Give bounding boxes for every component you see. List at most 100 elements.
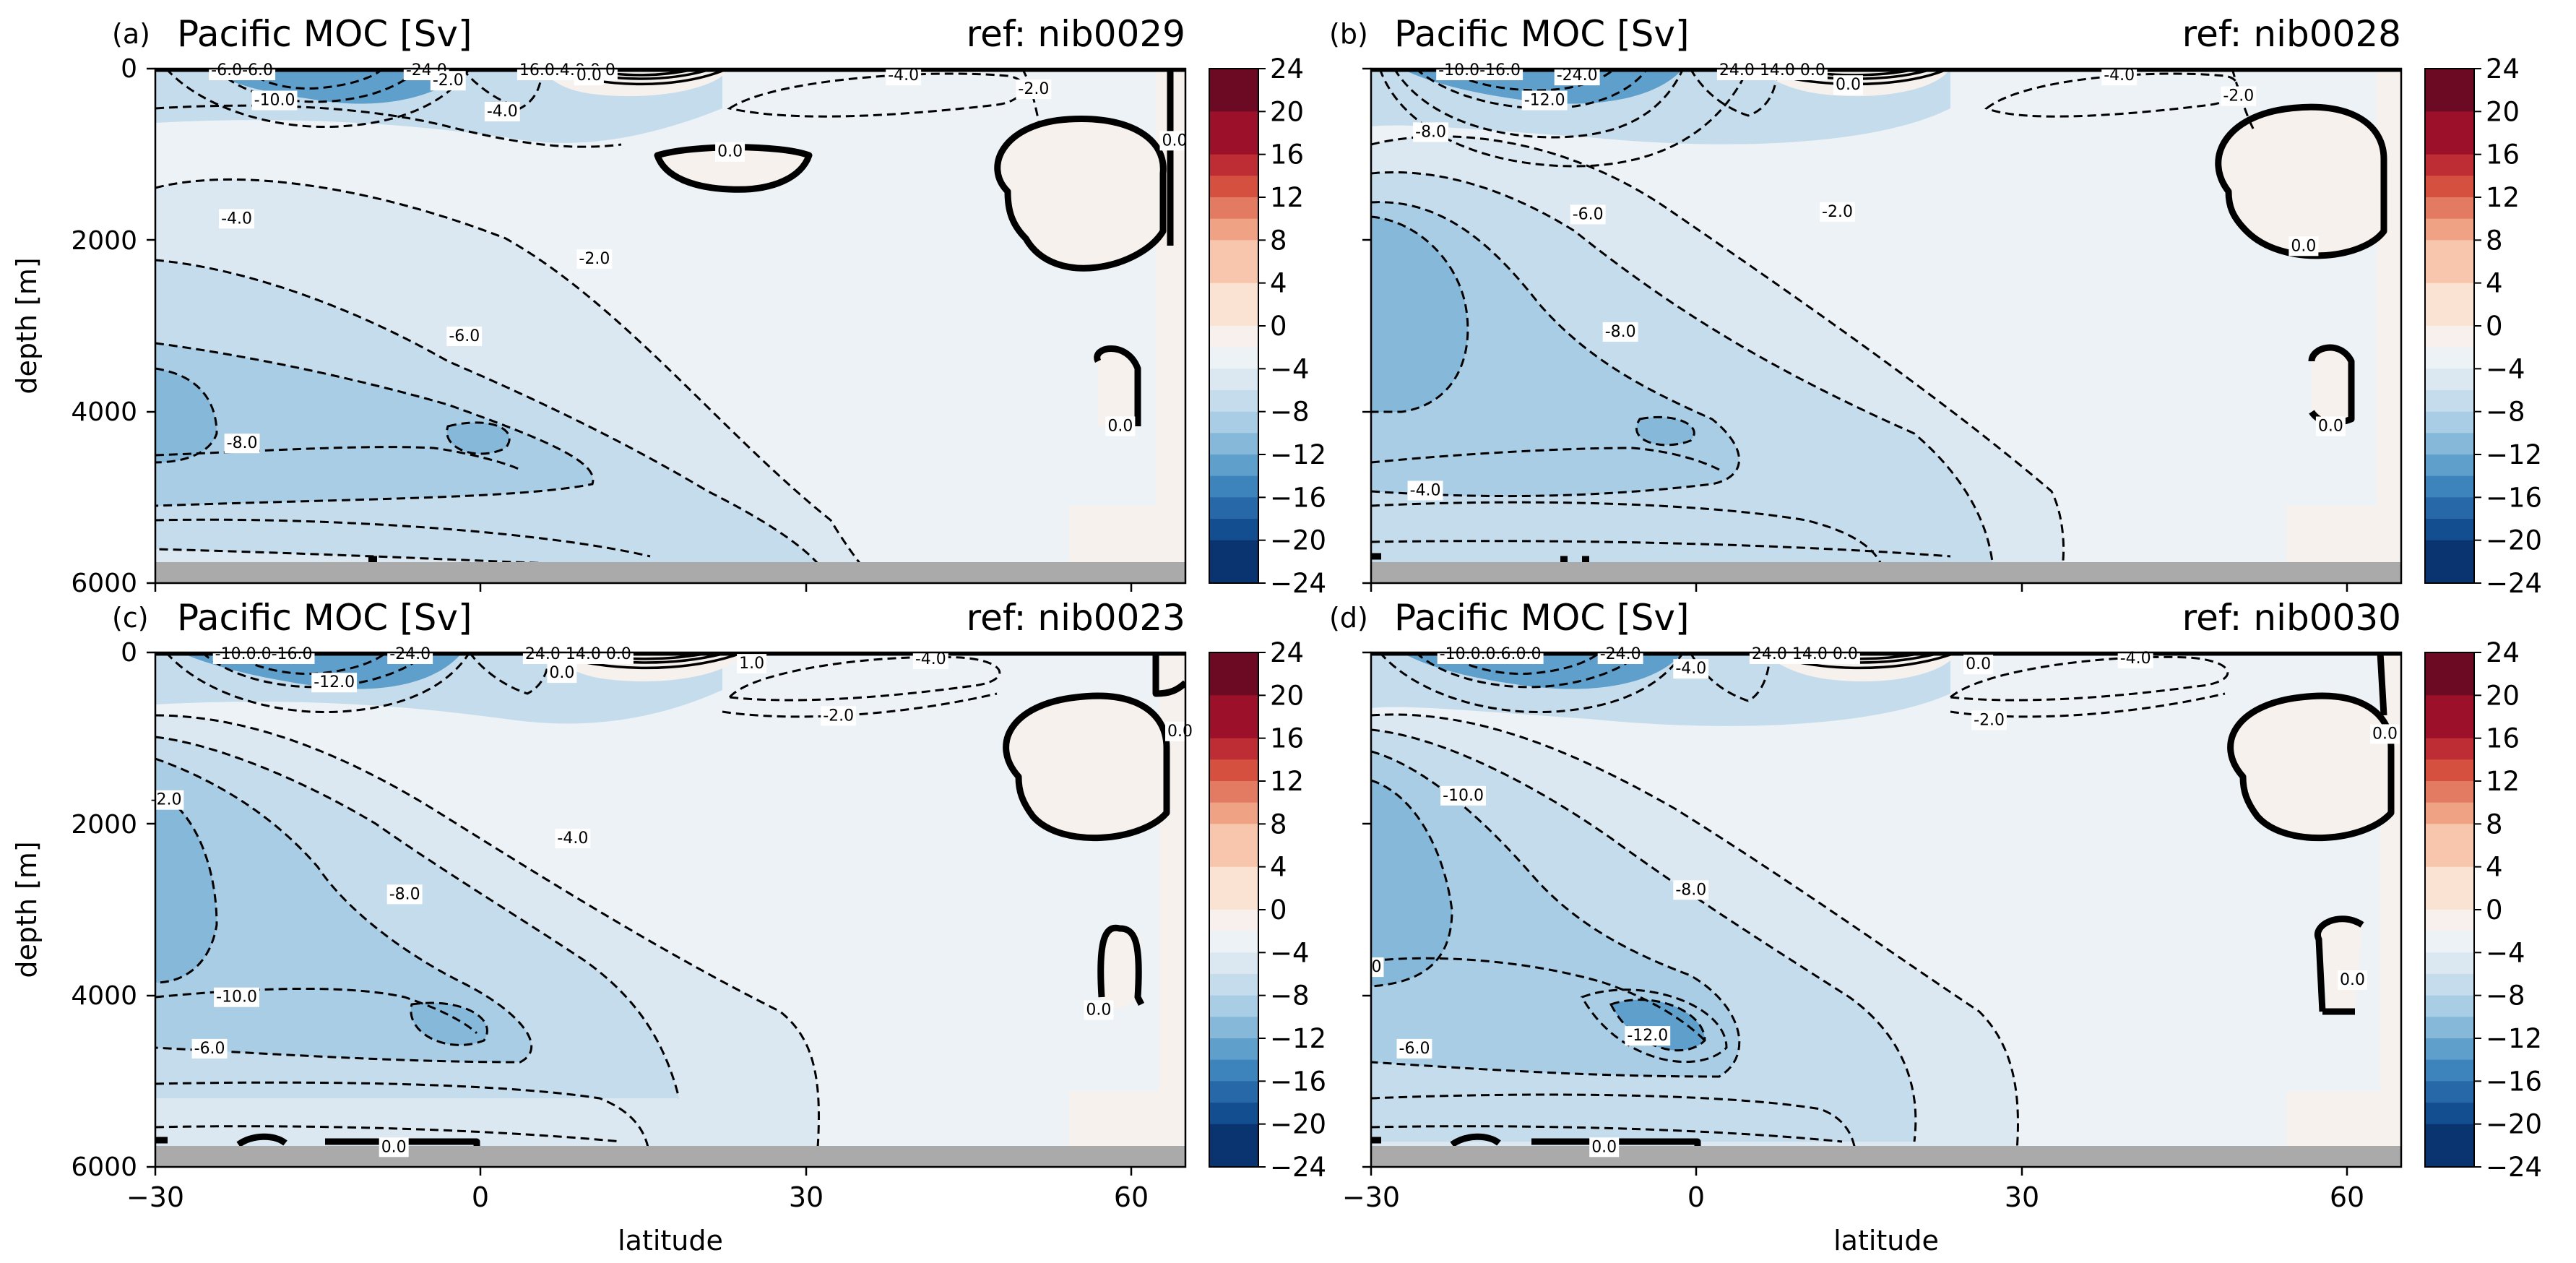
- colorbar-tick-label: 4: [1270, 268, 1287, 299]
- colorbar-band: [1209, 433, 1258, 455]
- plot-area: [1371, 69, 2401, 583]
- contour-label-bg: [555, 829, 591, 849]
- colorbar-tick-label: −4: [1270, 937, 1310, 968]
- contour-label: -2.0: [2223, 87, 2254, 105]
- colorbar-band: [1209, 824, 1258, 868]
- colorbar-band: [1209, 454, 1258, 477]
- contour-label-bg: [547, 663, 577, 684]
- contour-neg: [165, 69, 471, 129]
- colorbar-band: [2425, 411, 2474, 434]
- contour-label-bg: [1407, 480, 1443, 501]
- axes-frame: [154, 67, 1187, 585]
- contour-zero: [1097, 924, 1145, 1006]
- colorbar-band: [2425, 133, 2474, 155]
- contour-label-bg: [2288, 236, 2319, 257]
- contour-zero: [994, 115, 1167, 272]
- contour-neg: [410, 1001, 488, 1046]
- contour-label: -6.0: [449, 327, 480, 345]
- colorbar-band: [2425, 561, 2474, 584]
- colorbar-band: [1209, 781, 1258, 803]
- ocean-floor: [155, 562, 1185, 583]
- colorbar-band: [2425, 197, 2474, 220]
- colorbar-tick-label: 16: [1270, 723, 1304, 754]
- fill-positive-north: [2230, 696, 2391, 838]
- fill-negative-6: [155, 343, 593, 506]
- colorbar-band: [2425, 154, 2474, 176]
- x-axis: [154, 583, 1133, 592]
- contour-label-bg: [311, 673, 358, 693]
- colorbar-tick-label: 12: [1270, 182, 1304, 213]
- colorbar-tick-label: −8: [2486, 397, 2525, 428]
- contour-neg: [155, 104, 622, 148]
- ocean-floor: [155, 1146, 1185, 1167]
- contour-label-bg: [191, 1038, 228, 1059]
- contour-label: 0.0: [1107, 418, 1133, 436]
- colorbar-band: [1209, 176, 1258, 198]
- colorbar-band: [1209, 519, 1258, 541]
- contour-neg: [155, 790, 218, 984]
- plot-area: [155, 69, 1185, 583]
- contour-label-bg: [1436, 61, 1523, 80]
- contour-label-bg: [1749, 645, 1860, 664]
- colorbar-top-left: 24 20 16 12 8 4 0 −4 −8 −12 −16 −20 −24: [1209, 53, 1326, 599]
- contour-neg: [1444, 652, 1601, 675]
- colorbar-band: [1209, 1038, 1258, 1061]
- colorbar-band: [2425, 347, 2474, 369]
- colorbar-band: [2425, 111, 2474, 134]
- contour-label: -24.0: [389, 645, 431, 663]
- panel-title: Pacific MOC [Sv]: [1394, 597, 1689, 639]
- contour-label: 0.0: [2291, 237, 2316, 255]
- contour-label-bg: [251, 90, 298, 111]
- contour-label-bg: [387, 645, 433, 664]
- colorbar-tick-label: 20: [1270, 680, 1304, 711]
- y-tick-label: 4000: [71, 981, 137, 1011]
- contour-zero: [1152, 652, 1185, 697]
- colorbar-tick-label: 8: [2486, 225, 2503, 256]
- contour-label-bg: [209, 61, 276, 80]
- colorbar-top-right: 24 20 16 12 8 4 0 −4 −8 −12 −16 −20 −24: [2424, 53, 2542, 599]
- colorbar-band: [1209, 952, 1258, 975]
- contour-label-bg: [219, 209, 254, 229]
- colorbar-band: [1209, 111, 1258, 134]
- colorbar-band: [2425, 454, 2474, 477]
- colorbar-band: [1209, 497, 1258, 520]
- y-tick-label: 4000: [71, 397, 137, 427]
- contour-label-bg: [1597, 645, 1643, 664]
- y-axis-label: depth [m]: [11, 841, 43, 978]
- contour-label: -4.0: [557, 829, 588, 848]
- contour-neg: [446, 421, 511, 455]
- contour-label-bg: [2315, 416, 2346, 436]
- colorbar-tick-label: −24: [2486, 568, 2542, 599]
- panel-label: (b): [1329, 18, 1368, 50]
- colorbar-band: [1209, 347, 1258, 369]
- fill-negative-12: [1611, 999, 1705, 1051]
- contour-neg: [1371, 501, 1887, 583]
- contour-label: -4.0: [1675, 660, 1706, 678]
- colorbar-tick-label: 8: [1270, 225, 1287, 256]
- contour-neg: [468, 652, 550, 695]
- contour-label-bg: [2338, 970, 2367, 990]
- contour-label: 0.0: [549, 664, 574, 682]
- fill-positive-north: [2218, 107, 2384, 256]
- colorbar-bottom-right: 24 20 16 12 8 4 0 −4 −8 −12 −16 −20 −24: [2424, 637, 2542, 1183]
- contour-neg: [1371, 540, 1951, 558]
- colorbar-band: [2425, 326, 2474, 348]
- fill-positive-blob: [657, 147, 809, 190]
- colorbar-tick-label: −4: [2486, 937, 2525, 968]
- colorbar-tick-label: 16: [2486, 139, 2520, 171]
- colorbar-tick-label: 12: [2486, 766, 2520, 797]
- contour-neg: [727, 655, 1001, 702]
- contour-zero: [2314, 915, 2364, 1015]
- panel-d: (d) Pacific MOC [Sv] ref: nib0030: [1329, 597, 2403, 1256]
- contour-neg: [461, 69, 543, 110]
- contour-label: -8.0: [1415, 123, 1446, 141]
- x-axis: [1370, 583, 2348, 592]
- contour-label: -2.0: [823, 707, 854, 725]
- contour-zero: [2377, 652, 2387, 716]
- contour-label-bg: [1369, 957, 1384, 978]
- y-tick-label: 6000: [71, 1152, 137, 1182]
- contour-label: -6.0-6.0: [211, 61, 273, 79]
- colorbar-band: [2425, 910, 2474, 932]
- x-axis: −30 0 30 60 latitude: [126, 1167, 1149, 1256]
